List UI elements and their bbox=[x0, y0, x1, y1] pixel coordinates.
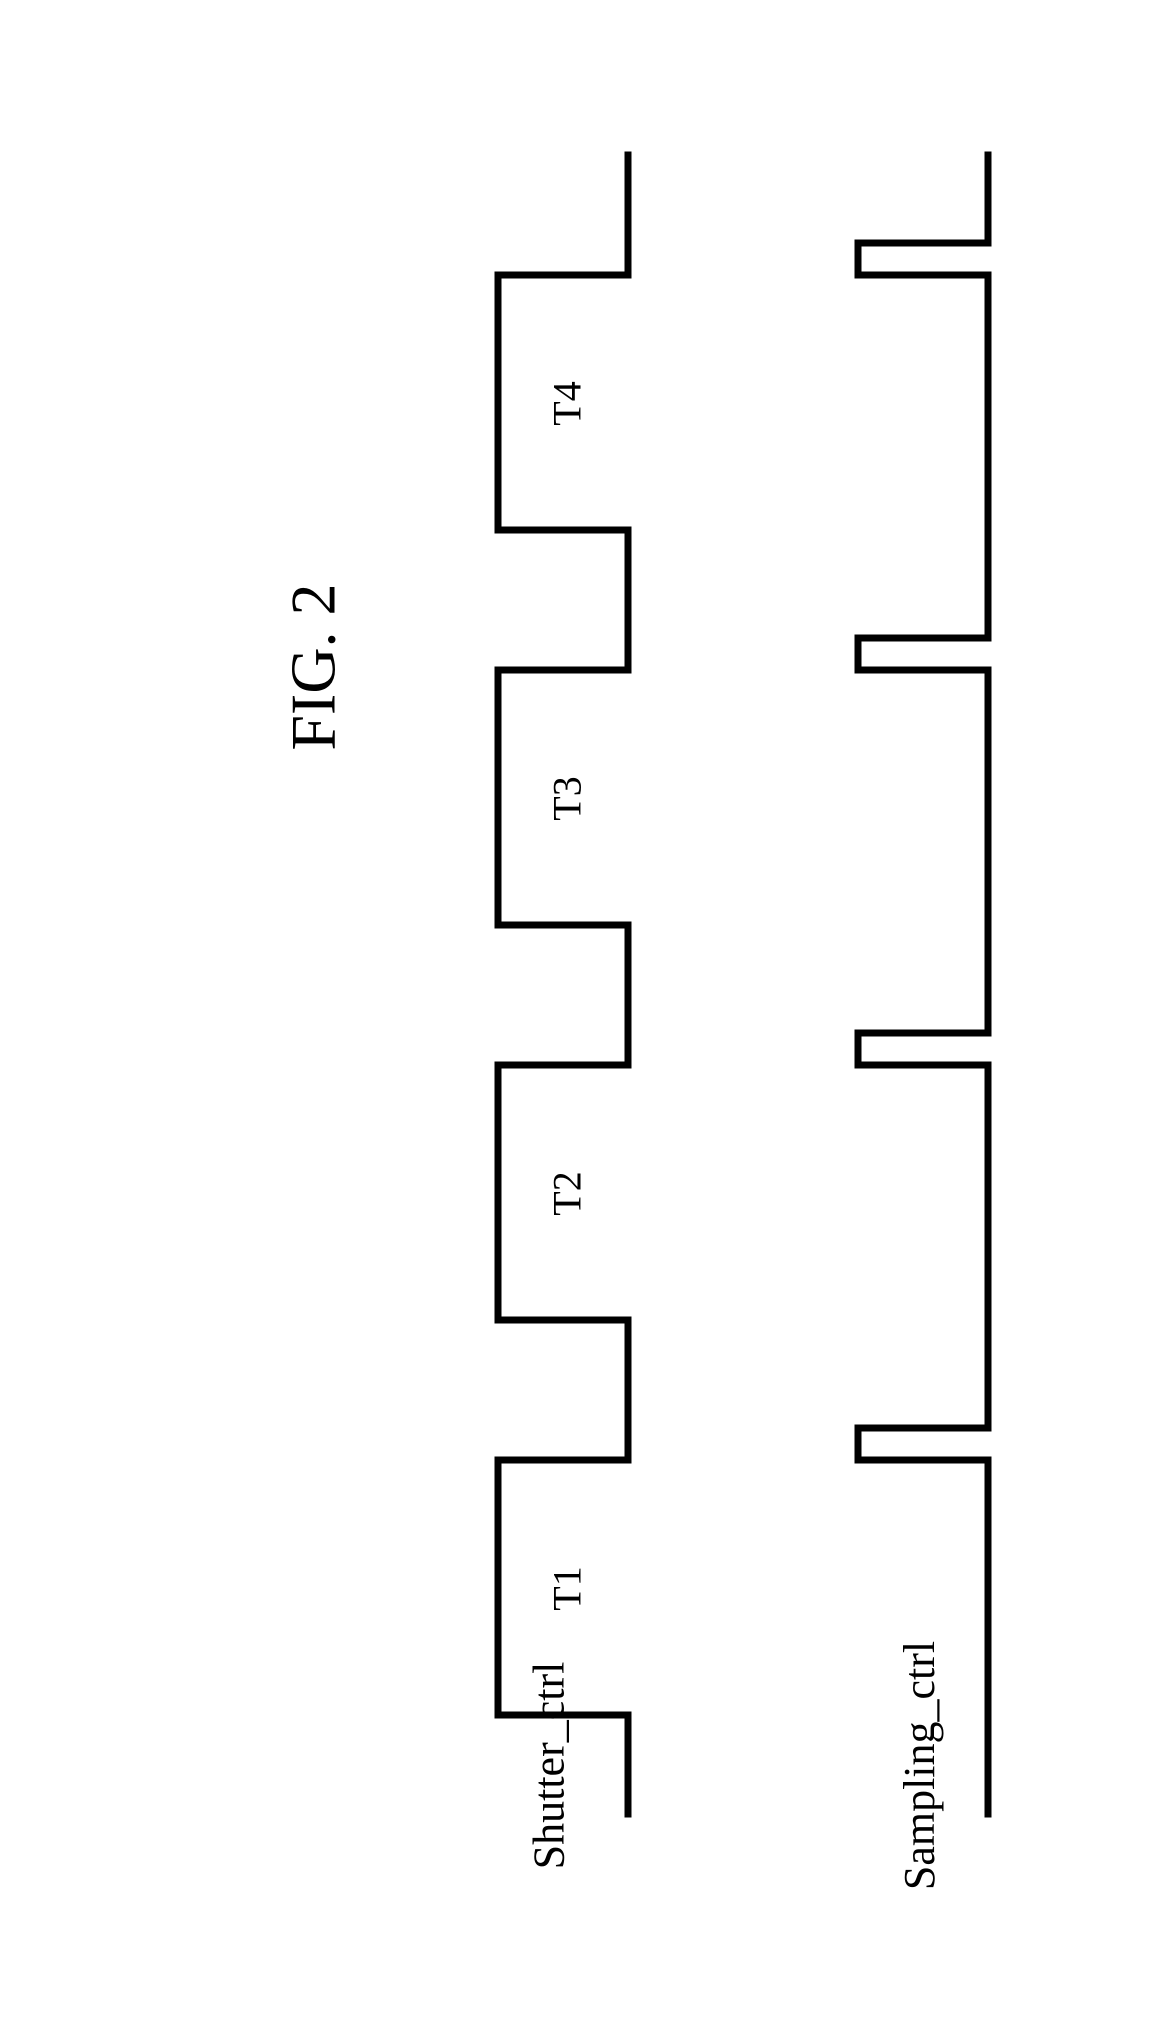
shutter-ctrl-waveform bbox=[498, 155, 628, 1814]
figure-page: FIG. 2 Shutter_ctrl Sampling_ctrl T1 T2 … bbox=[0, 0, 1174, 2028]
timing-diagram-svg bbox=[0, 0, 1174, 2028]
sampling-ctrl-waveform bbox=[858, 155, 988, 1814]
